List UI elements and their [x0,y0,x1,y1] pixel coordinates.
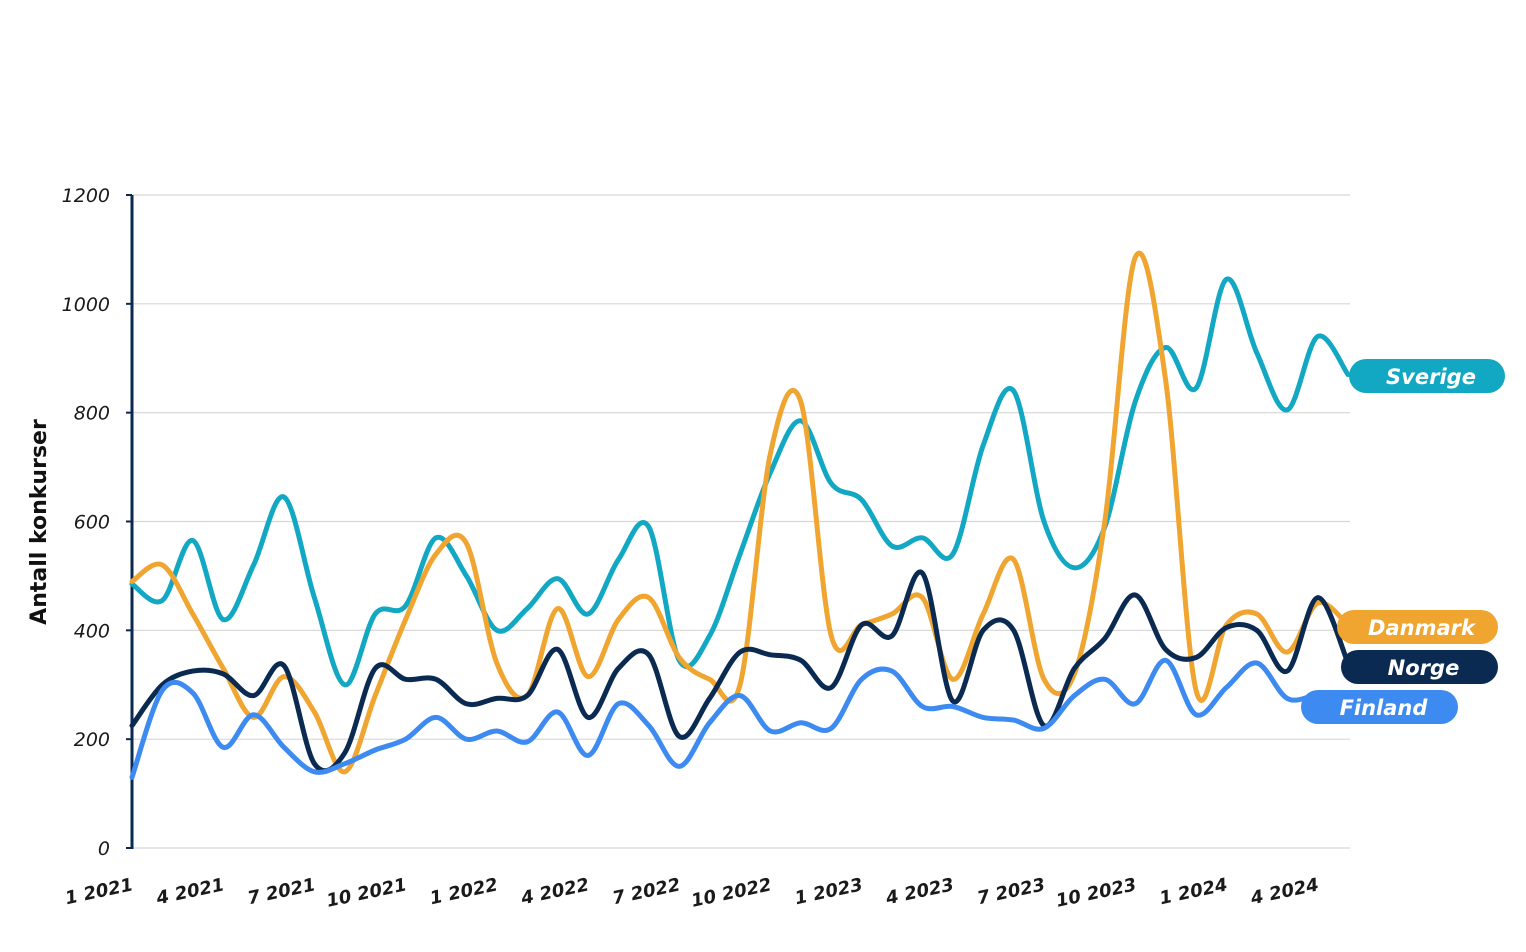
x-tick-label: 10 2022 [689,874,773,911]
series-end-labels: Sverige Danmark Norge Finland [1301,359,1505,724]
x-tick-label: 4 2022 [518,874,591,909]
series-name-label: Norge [1388,656,1460,680]
series-name-label: Danmark [1368,616,1477,640]
series-badge-bg [1349,359,1505,393]
x-tick-label: 7 2022 [610,874,682,909]
series-line-sverige [129,276,1351,688]
y-tick-label: 800 [74,403,110,425]
y-tick-label: 1200 [62,185,110,207]
y-tick-label: 0 [98,838,110,860]
series-line-finland [129,657,1351,780]
x-tick-label: 7 2023 [975,874,1047,909]
y-tick-label: 600 [74,512,110,534]
series-name-label: Finland [1340,696,1429,720]
x-tick-label: 1 2024 [1158,874,1230,909]
x-tick-label: 10 2023 [1054,874,1138,911]
series-lines [129,250,1351,780]
x-axis-ticks: 1 2021 4 2021 7 2021 10 2021 1 2022 4 2022 7 2… [63,874,1320,911]
series-badge-norge: Norge [1341,650,1498,684]
x-tick-label: 4 2023 [883,874,956,909]
series-line-norge [129,569,1351,774]
series-badge-danmark: Danmark [1337,610,1498,644]
series-badge-bg [1301,690,1458,724]
gridlines [132,194,1350,849]
series-badge-finland: Finland [1301,690,1458,724]
y-tick-label: 1000 [62,294,110,316]
y-axis-label: Antall konkurser [27,419,52,625]
series-badge-bg [1337,610,1498,644]
y-axis-ticks: 0 200 400 600 800 1000 1200 [62,185,132,860]
y-tick-label: 400 [74,620,110,642]
x-tick-label: 4 2024 [1248,874,1321,909]
x-tick-label: 4 2021 [154,874,227,909]
x-tick-label: 1 2023 [793,874,865,909]
y-tick-label: 200 [74,729,110,751]
series-badge-sverige: Sverige [1349,359,1505,393]
x-tick-label: 1 2022 [428,874,500,909]
series-badge-bg [1341,650,1498,684]
x-tick-label: 1 2021 [63,874,135,909]
x-tick-label: 7 2021 [246,874,318,909]
x-tick-label: 10 2021 [325,874,409,911]
series-line-danmark [129,250,1351,775]
series-name-label: Sverige [1386,365,1476,389]
